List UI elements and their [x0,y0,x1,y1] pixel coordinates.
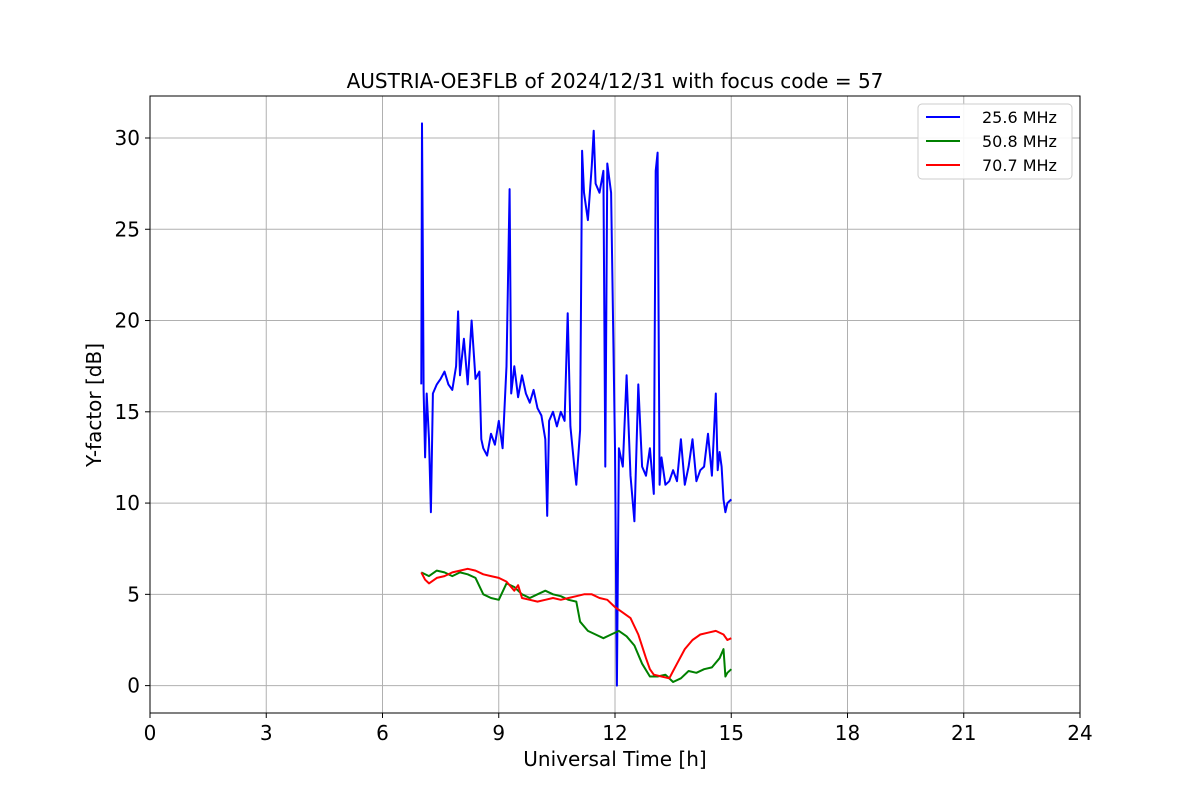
y-tick-label: 20 [115,309,140,333]
y-tick-label: 15 [115,400,140,424]
x-tick-label: 3 [260,721,273,745]
legend-label-3: 70.7 MHz [982,156,1057,175]
legend-label-2: 50.8 MHz [982,132,1057,151]
axis-ticks: 0 3 6 9 12 15 18 21 24 0 5 10 15 20 25 30 [115,126,1093,745]
legend-box [917,103,1073,180]
chart-title: AUSTRIA-OE3FLB of 2024/12/31 with focus … [347,69,884,93]
x-tick-label: 21 [951,721,976,745]
y-axis-label: Y-factor [dB] [82,343,106,468]
series-line-1 [420,122,732,687]
y-tick-label: 10 [115,491,140,515]
y-tick-label: 25 [115,217,140,241]
x-tick-label: 0 [144,721,157,745]
series-line-2 [420,569,732,683]
x-axis-label: Universal Time [h] [523,747,706,771]
y-tick-label: 30 [115,126,140,150]
series-line-3 [420,567,732,680]
legend: 25.6 MHz 50.8 MHz 70.7 MHz [917,103,1073,180]
x-tick-label: 15 [719,721,744,745]
x-tick-label: 12 [602,721,627,745]
legend-label-1: 25.6 MHz [982,108,1057,127]
x-tick-label: 18 [835,721,860,745]
y-tick-label: 5 [127,582,140,606]
plot-series [420,122,732,687]
x-tick-label: 6 [376,721,389,745]
x-tick-label: 9 [492,721,505,745]
x-tick-label: 24 [1067,721,1092,745]
y-tick-label: 0 [127,674,140,698]
